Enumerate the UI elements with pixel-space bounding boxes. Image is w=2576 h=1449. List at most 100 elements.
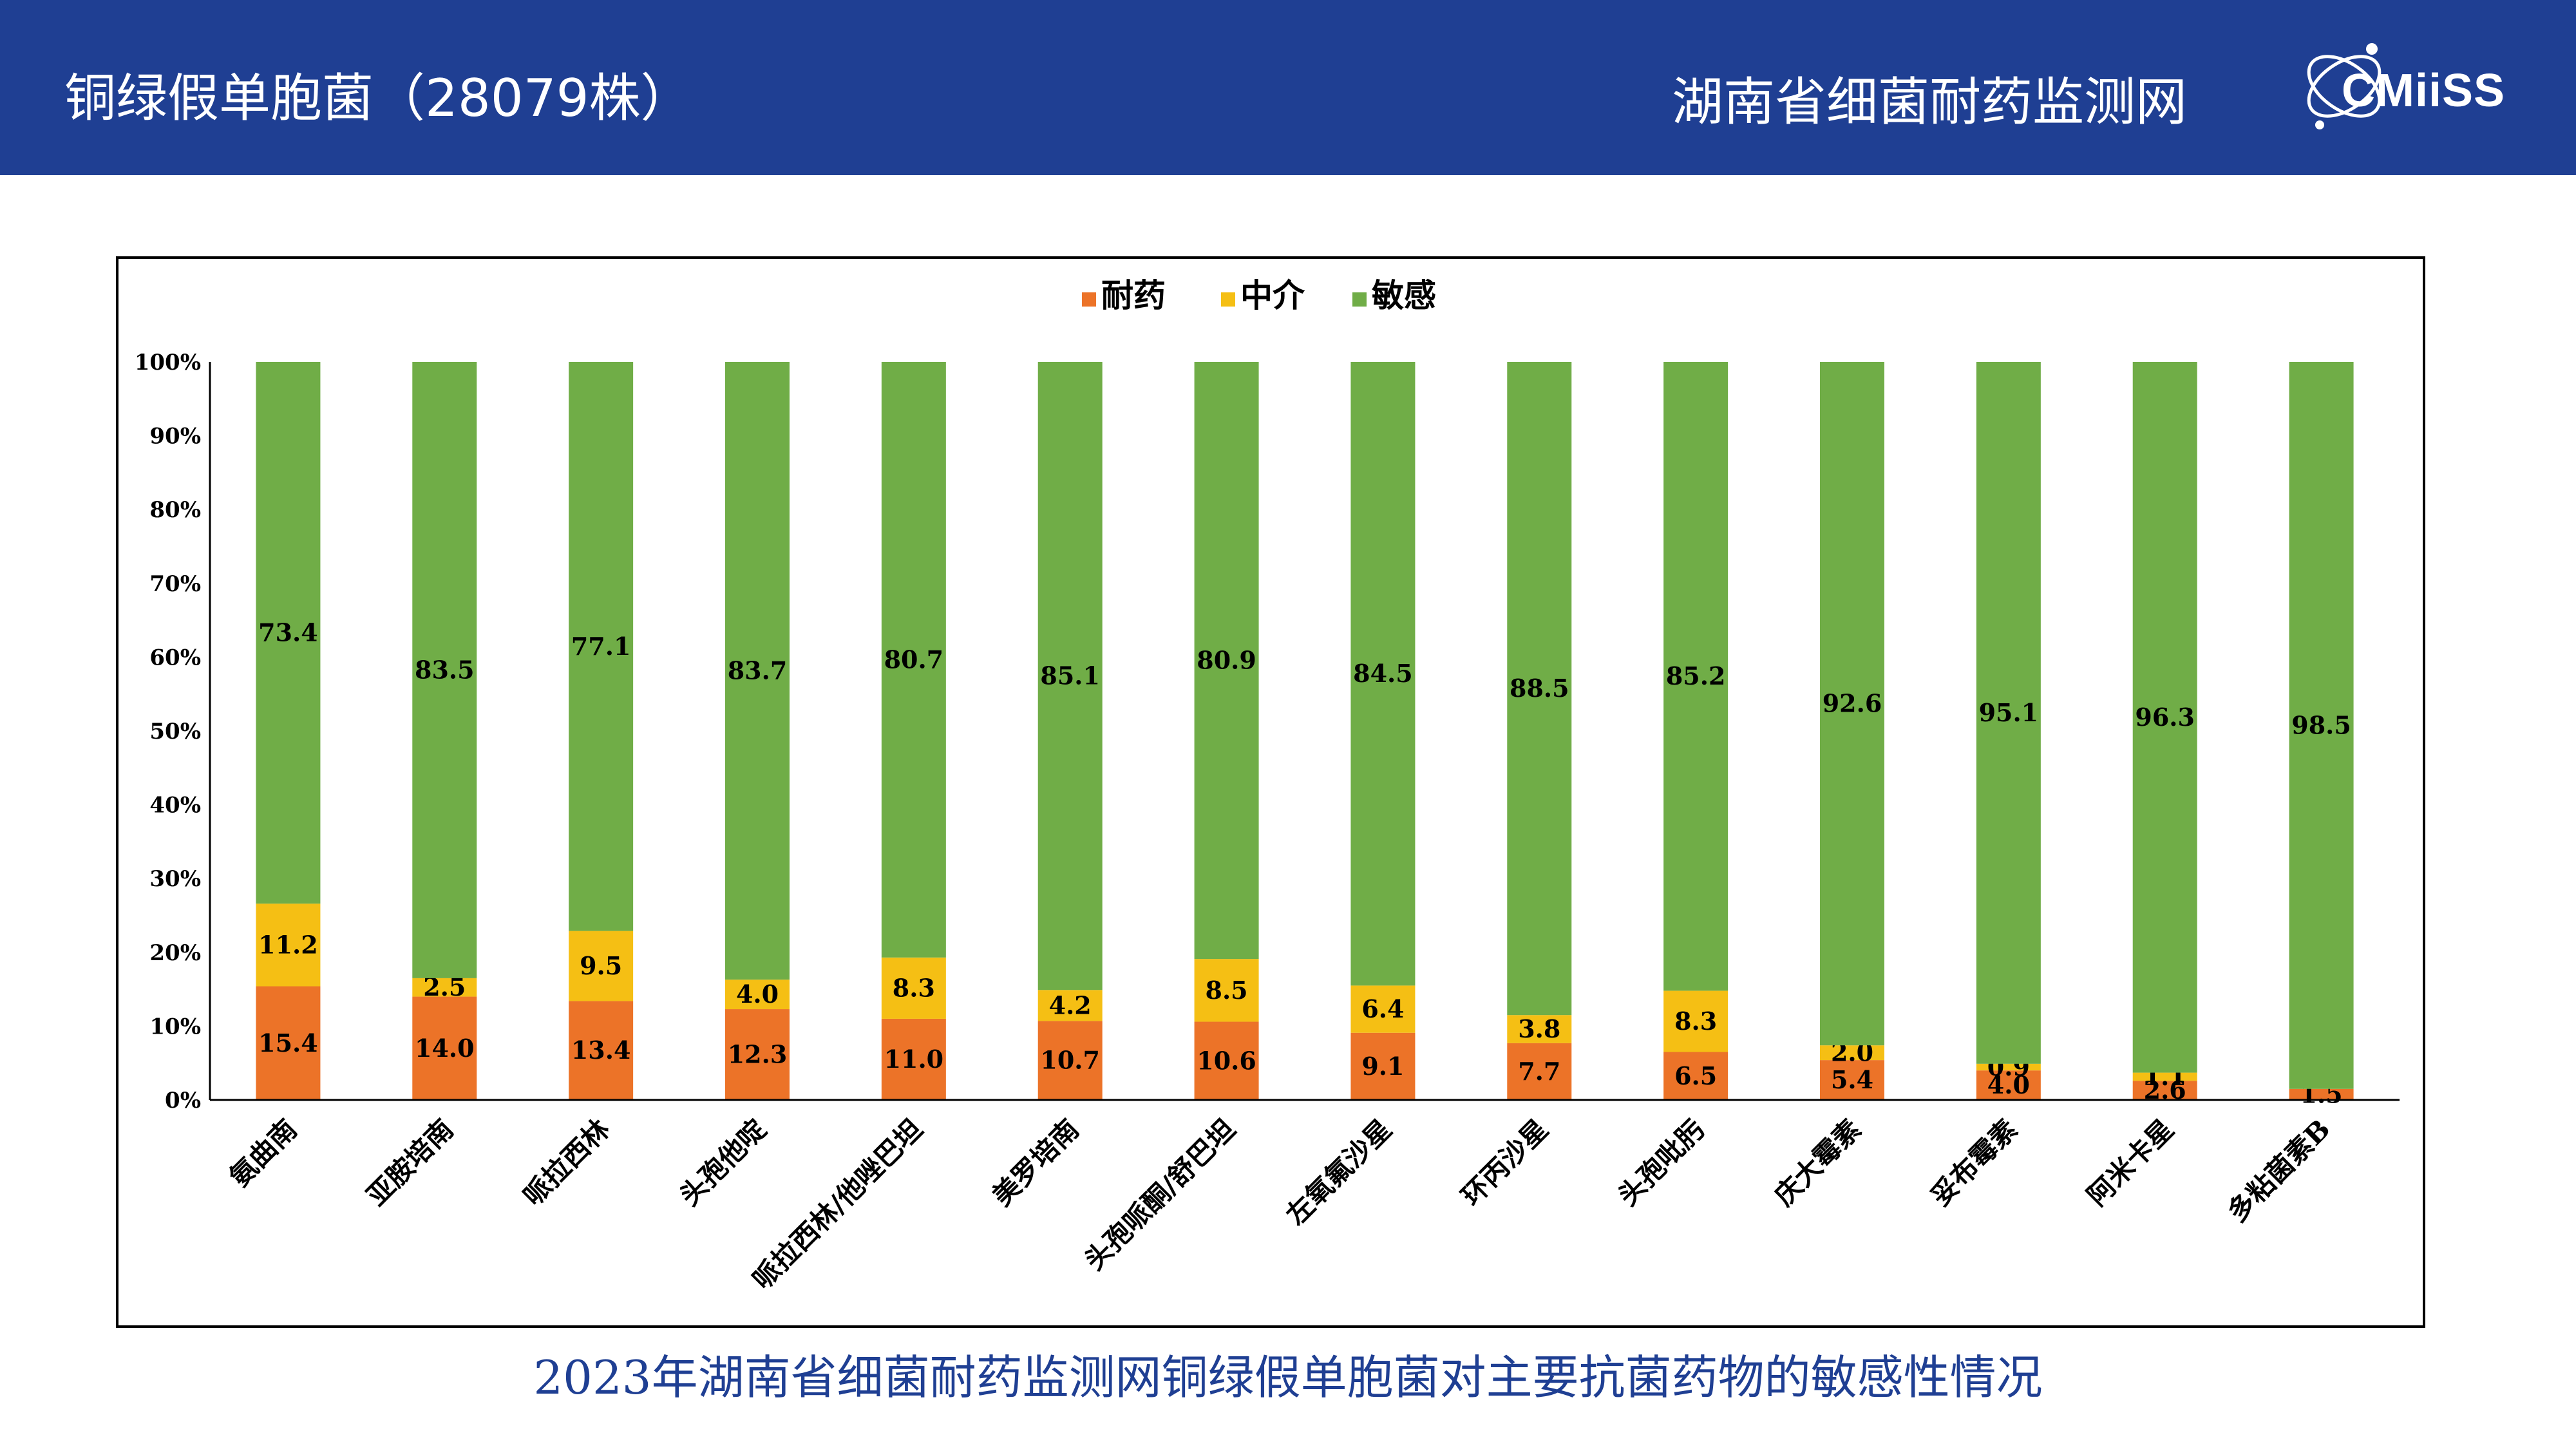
y-tick-label: 20% (149, 940, 201, 966)
bar-segment (1194, 362, 1259, 960)
data-label: 11.0 (884, 1045, 944, 1074)
bar-segment (256, 362, 321, 904)
data-label: 14.0 (415, 1034, 475, 1063)
data-label: 8.3 (1674, 1007, 1717, 1036)
data-label: 11.2 (258, 930, 318, 959)
x-category-label: 环丙沙星 (1455, 1113, 1554, 1211)
x-category-label: 头孢吡肟 (1612, 1113, 1710, 1211)
bar-segment (1194, 1021, 1259, 1100)
bar-segment (2289, 362, 2354, 1089)
x-category-label: 庆大霉素 (1768, 1113, 1867, 1211)
bar-segment (1507, 1015, 1572, 1043)
x-category-label: 左氧氟沙星 (1280, 1113, 1397, 1231)
data-label: 83.5 (415, 655, 475, 684)
bar-segment (2289, 1088, 2354, 1100)
data-label: 98.5 (2291, 710, 2351, 739)
bar-segment (1663, 362, 1728, 991)
bar-segment (1350, 1032, 1416, 1100)
bar-segment (881, 957, 946, 1019)
data-label: 10.7 (1040, 1046, 1100, 1075)
data-label: 83.7 (728, 656, 788, 685)
x-category-label: 亚胺培南 (361, 1113, 459, 1211)
bar-segment (1350, 362, 1416, 986)
x-category-label: 妥布霉素 (1924, 1113, 2023, 1211)
y-tick-label: 80% (149, 497, 201, 523)
legend-swatch (1352, 292, 1367, 307)
data-label: 92.6 (1823, 689, 1882, 718)
data-label: 6.5 (1674, 1061, 1717, 1090)
data-label: 84.5 (1353, 659, 1413, 688)
data-label: 6.4 (1361, 994, 1404, 1023)
bar-segment (1820, 362, 1884, 1046)
y-tick-label: 30% (149, 866, 201, 892)
bar-segment (412, 978, 477, 997)
bar-segment (1820, 1045, 1884, 1061)
data-label: 4.2 (1049, 990, 1092, 1019)
legend-swatch (1082, 292, 1096, 307)
y-tick-label: 60% (149, 645, 201, 670)
cmiiss-logo: CMiiSS (2293, 28, 2505, 144)
data-label: 80.9 (1197, 646, 1256, 675)
logo-orbit-icon (2307, 43, 2382, 129)
data-label: 4.0 (1987, 1070, 2030, 1099)
bar-segment (1507, 362, 1572, 1016)
bar-segment (2132, 1072, 2197, 1081)
data-label: 77.1 (571, 632, 631, 661)
chart-caption: 2023年湖南省细菌耐药监测网铜绿假单胞菌对主要抗菌药物的敏感性情况 (533, 1350, 2043, 1405)
stacked-bar-chart: 0% 10% 20% 30% 40% 50% 60% 70% 80% 90% 100% 15.4 11.… (135, 276, 2400, 1296)
data-label: 5.4 (1831, 1065, 1873, 1094)
data-label: 10.6 (1197, 1046, 1256, 1075)
chart-frame: 0% 10% 20% 30% 40% 50% 60% 70% 80% 90% 100% 15.4 11.… (116, 256, 2425, 1328)
logo-text: CMiiSS (2342, 65, 2506, 117)
bar-segment (1037, 990, 1103, 1021)
bar-segment (412, 362, 477, 978)
bar-segment (1663, 1052, 1728, 1100)
x-category-label: 哌拉西林/他唑巴坦 (746, 1113, 929, 1295)
legend-label: 敏感 (1372, 276, 1436, 314)
bar-segment (1976, 1063, 2041, 1071)
data-label: 15.4 (258, 1028, 318, 1057)
data-label: 13.4 (571, 1036, 631, 1065)
bar-segment (725, 1009, 790, 1100)
legend-label: 中介 (1240, 276, 1305, 314)
bar-segment (569, 931, 634, 1001)
x-category-label: 哌拉西林 (517, 1113, 616, 1211)
header-bar: 铜绿假单胞菌（28079株） 湖南省细菌耐药监测网 CMiiSS (0, 0, 2576, 175)
data-label: 12.3 (728, 1040, 788, 1069)
bar-segment (1350, 985, 1416, 1033)
data-label: 96.3 (2135, 703, 2195, 732)
legend-label: 耐药 (1101, 276, 1166, 314)
y-tick-label: 50% (149, 719, 201, 744)
bar-segment (1037, 362, 1103, 990)
data-label: 85.2 (1666, 661, 1726, 690)
y-tick-label: 90% (149, 424, 201, 450)
data-label: 73.4 (258, 618, 318, 647)
data-label: 80.7 (884, 645, 944, 674)
bar-segment (256, 986, 321, 1100)
bar-segment (1507, 1043, 1572, 1100)
y-tick-label: 10% (149, 1014, 201, 1039)
bar-segment (725, 980, 790, 1010)
x-category-label: 头孢他啶 (674, 1113, 772, 1211)
x-category-label: 头孢哌酮/舒巴坦 (1078, 1113, 1241, 1276)
data-label: 88.5 (1510, 674, 1569, 703)
bar-segment (881, 362, 946, 958)
bar-segment (725, 362, 790, 980)
bar-segment (1976, 1070, 2041, 1100)
bar-segment (569, 362, 634, 931)
bar-segment (569, 1001, 634, 1100)
bar-segment (2132, 362, 2197, 1073)
legend-swatch (1221, 292, 1235, 307)
data-label: 4.0 (736, 980, 779, 1009)
data-label: 95.1 (1979, 698, 2039, 727)
data-label: 9.1 (1361, 1052, 1404, 1081)
bar-segment (412, 996, 477, 1100)
bar-segment (256, 904, 321, 987)
bar-segment (881, 1018, 946, 1100)
x-category-label: 氨曲南 (223, 1113, 303, 1193)
organization-name: 湖南省细菌耐药监测网 (1672, 72, 2187, 132)
y-tick-label: 70% (149, 571, 201, 597)
x-category-label: 多粘菌素B (2221, 1113, 2336, 1228)
bar-segment (1194, 959, 1259, 1022)
data-label: 8.5 (1206, 976, 1248, 1005)
